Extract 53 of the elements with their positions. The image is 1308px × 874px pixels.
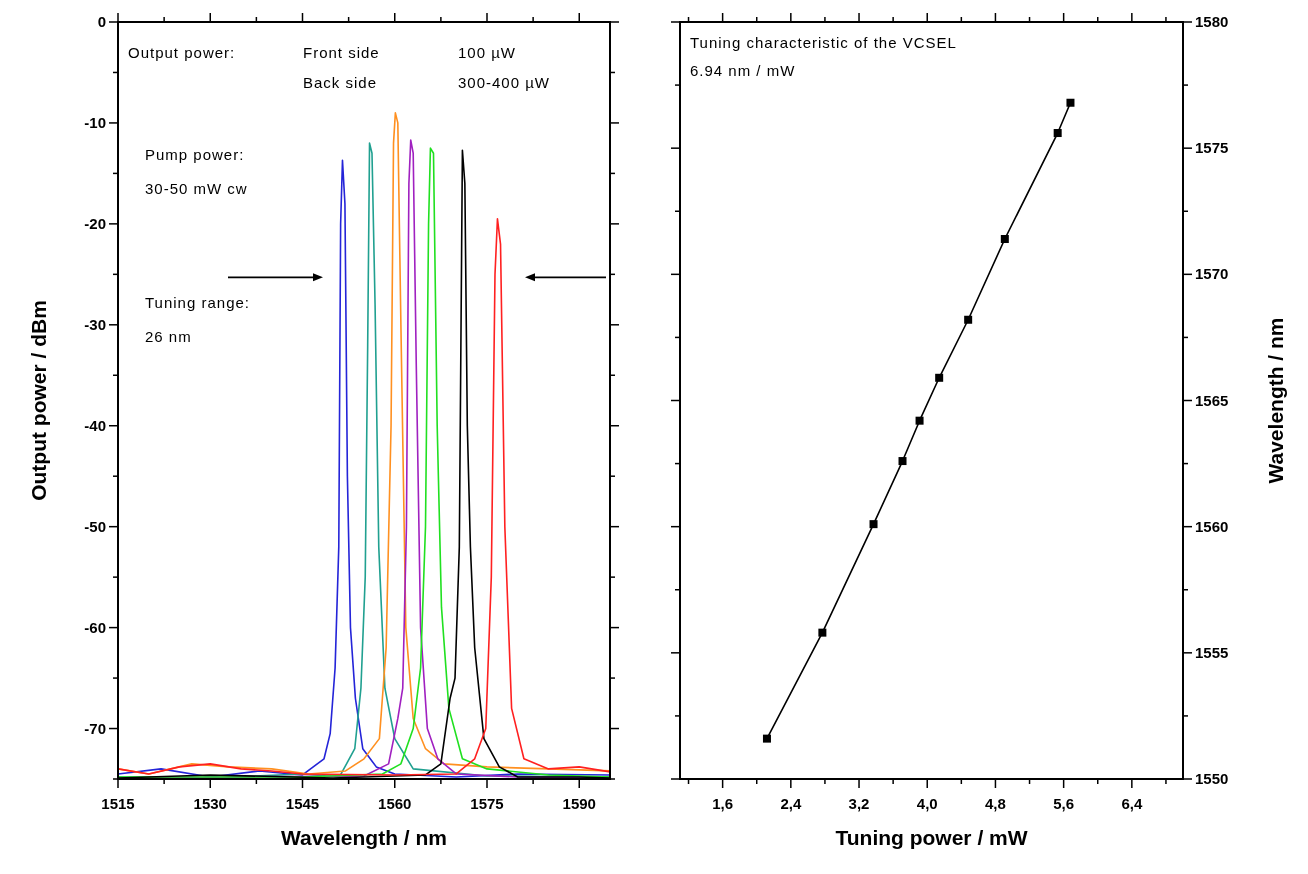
y-tick-label: -50 bbox=[84, 517, 106, 535]
point bbox=[762, 734, 771, 743]
y2-tick-label: 1565 bbox=[1195, 391, 1229, 409]
y2-tick-label: 1580 bbox=[1195, 13, 1229, 30]
point bbox=[1066, 98, 1075, 107]
y-axis-title: Output power / dBm bbox=[27, 300, 50, 501]
point bbox=[915, 416, 924, 425]
x-tick-label: 1515 bbox=[101, 795, 135, 812]
x-axis-title: Tuning power / mW bbox=[835, 826, 1028, 849]
y-tick-label: -20 bbox=[84, 214, 106, 232]
annotation: 30-50 mW cw bbox=[145, 180, 248, 197]
y2-tick-label: 1560 bbox=[1195, 517, 1229, 535]
y-tick-label: -40 bbox=[84, 416, 106, 434]
x-tick-label: 1,6 bbox=[712, 795, 734, 812]
point bbox=[818, 628, 827, 637]
x-tick-label: 1545 bbox=[285, 795, 320, 812]
point bbox=[1000, 235, 1009, 244]
annotation: 100 µW bbox=[458, 44, 516, 61]
y2-axis-title: Wavelength / nm bbox=[1264, 317, 1287, 484]
point bbox=[869, 520, 878, 529]
point bbox=[964, 315, 973, 324]
point bbox=[1053, 129, 1062, 138]
annotation: Back side bbox=[303, 74, 378, 91]
y2-tick-label: 1550 bbox=[1195, 770, 1229, 787]
x-tick-label: 1590 bbox=[562, 795, 596, 812]
annotation: 300-400 µW bbox=[458, 74, 551, 91]
x-tick-label: 4,0 bbox=[916, 795, 938, 812]
x-axis-title: Wavelength / nm bbox=[280, 826, 448, 849]
annotation: Output power: bbox=[128, 44, 236, 61]
y2-tick-label: 1575 bbox=[1195, 139, 1229, 157]
x-tick-label: 6,4 bbox=[1121, 795, 1143, 812]
y-tick-label: 0 bbox=[97, 13, 106, 30]
annotation: 26 nm bbox=[145, 328, 192, 345]
y-tick-label: -70 bbox=[84, 719, 106, 737]
x-tick-label: 1530 bbox=[193, 795, 227, 812]
x-tick-label: 3,2 bbox=[848, 795, 870, 812]
annotation: Front side bbox=[303, 44, 380, 61]
y-tick-label: -10 bbox=[84, 113, 106, 131]
x-tick-label: 2,4 bbox=[780, 795, 802, 812]
x-tick-label: 4,8 bbox=[985, 795, 1006, 812]
x-tick-label: 1575 bbox=[470, 795, 504, 812]
annotation: Tuning characteristic of the VCSEL bbox=[690, 34, 957, 51]
y-tick-label: -30 bbox=[84, 315, 106, 333]
y-tick-label: -60 bbox=[84, 618, 106, 636]
x-tick-label: 1560 bbox=[378, 795, 412, 812]
y2-tick-label: 1555 bbox=[1195, 643, 1229, 661]
annotation: Pump power: bbox=[145, 146, 245, 163]
annotation: Tuning range: bbox=[145, 294, 251, 311]
point bbox=[898, 457, 907, 466]
annotation: 6.94 nm / mW bbox=[690, 62, 796, 79]
y2-tick-label: 1570 bbox=[1195, 265, 1229, 283]
x-tick-label: 5,6 bbox=[1053, 795, 1075, 812]
point bbox=[935, 373, 944, 382]
